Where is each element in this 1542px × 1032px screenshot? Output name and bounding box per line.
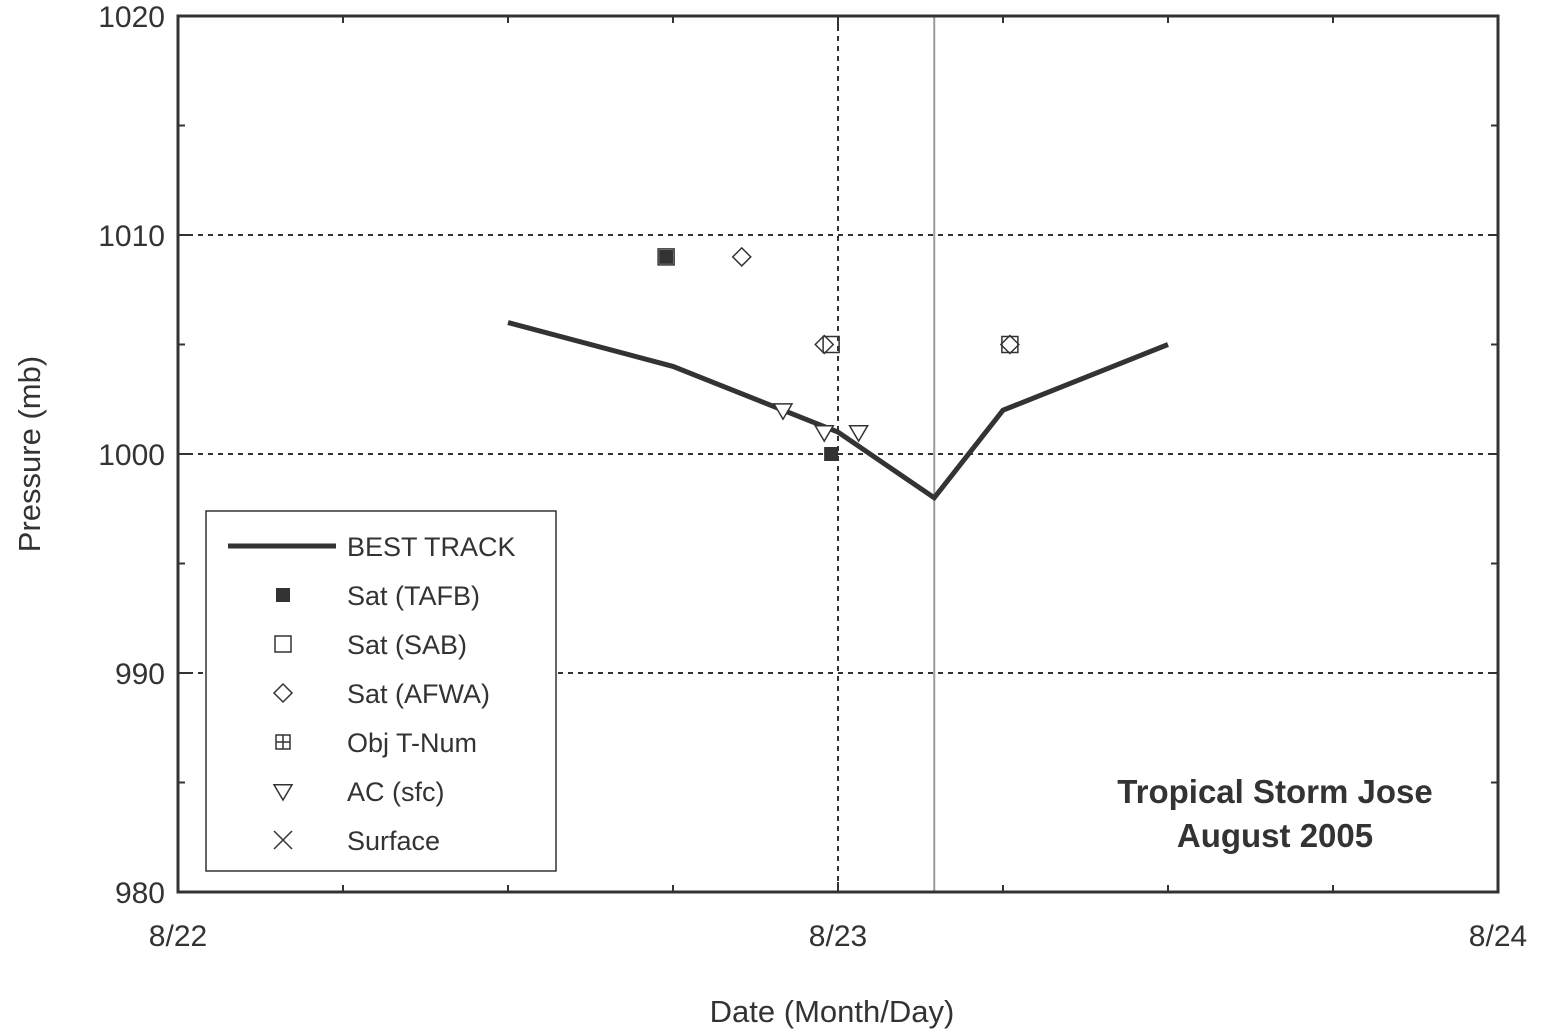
point-sat-tafb [824, 447, 839, 461]
y-tick-label: 1000 [98, 439, 165, 472]
legend-box [205, 510, 557, 872]
legend-marker-ac-sfc [272, 783, 294, 802]
x-tick-label: 8/24 [1469, 920, 1527, 953]
legend-label-sat-afwa: Sat (AFWA) [347, 679, 490, 709]
point-ac-sfc [848, 425, 869, 443]
legend-label-sat-sab: Sat (SAB) [347, 630, 467, 660]
legend-marker-sat-tafb [276, 588, 290, 602]
y-axis-label: Pressure (mb) [12, 356, 47, 552]
y-tick-label: 990 [115, 658, 165, 691]
legend-label-obj-t-num: Obj T-Num [347, 728, 477, 758]
x-axis-label: Date (Month/Day) [710, 994, 955, 1029]
legend-marker-sat-afwa [272, 682, 294, 704]
point-sat-sab [657, 248, 675, 266]
legend-label-surface: Surface [347, 826, 440, 856]
y-tick-label: 980 [115, 877, 165, 910]
point-sat-afwa [814, 334, 835, 355]
x-tick-label: 8/22 [149, 920, 207, 953]
point-ac-sfc [813, 425, 835, 443]
legend: BEST TRACK Sat (TAFB) Sat (SAB) Sat (AFWA) O… [205, 510, 557, 872]
point-sat-afwa [999, 334, 1020, 355]
point-sat-sab [1001, 335, 1019, 354]
point-sat-afwa [731, 246, 752, 267]
legend-marker-surface [273, 830, 293, 850]
y-tick-label: 1020 [98, 1, 165, 34]
point-sat-sab [822, 335, 840, 354]
point-ac-sfc [772, 403, 794, 421]
x-tick-label: 8/23 [809, 920, 867, 953]
legend-label-sat-tafb: Sat (TAFB) [347, 581, 480, 611]
plot-series [507, 246, 1169, 502]
point-sat-tafb [659, 249, 674, 264]
annotation-line-1: Tropical Storm Jose [1117, 773, 1432, 810]
annotation-line-2: August 2005 [1177, 817, 1373, 854]
series-line-best-track [507, 320, 1169, 502]
legend-label-ac-sfc: AC (sfc) [347, 777, 445, 807]
legend-label-best-track: BEST TRACK [347, 532, 516, 562]
y-tick-label: 1010 [98, 220, 165, 253]
axis-ticks: 8/22 8/23 8/24 980 990 1000 1010 1020 [98, 1, 1527, 953]
legend-marker-obj-t-num [275, 734, 291, 750]
legend-marker-sat-sab [274, 635, 292, 653]
